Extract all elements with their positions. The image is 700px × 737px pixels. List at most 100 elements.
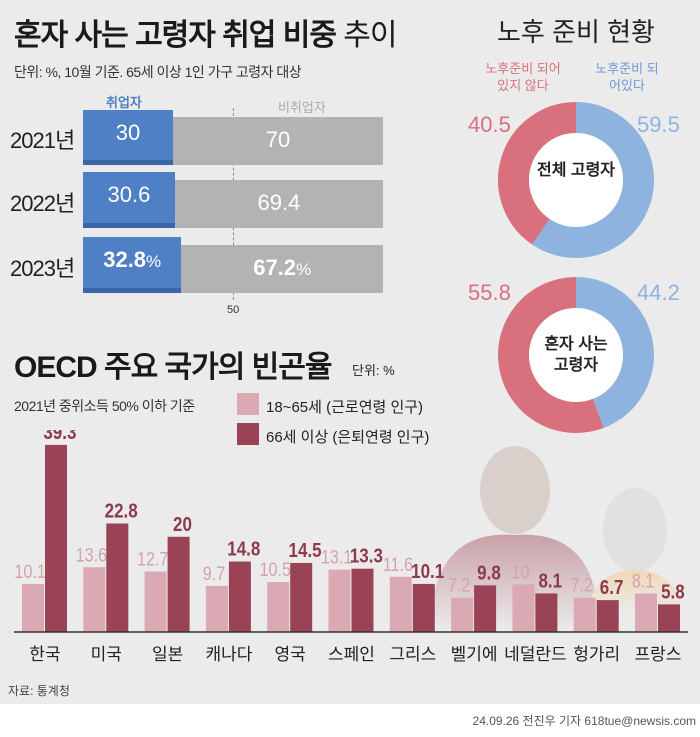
category-label: 네덜란드 xyxy=(504,645,567,664)
donut-charts xyxy=(498,102,654,433)
employment-title: 혼자 사는 고령자 취업 비중 추이 xyxy=(14,10,398,54)
category-label: 그리스 xyxy=(389,645,436,664)
bar-unemployed xyxy=(181,245,383,293)
value-label-retired: 10.1 xyxy=(411,560,444,583)
value-label-retired: 22.8 xyxy=(105,499,138,522)
bar-retired xyxy=(412,583,435,632)
title-light: 추이 xyxy=(343,19,397,52)
bar-working-age xyxy=(451,597,474,632)
legend-unemployed: 비취업자 xyxy=(278,100,326,115)
legend-swatch-retired xyxy=(237,423,259,445)
bar-working-age xyxy=(22,583,44,632)
value-label-retired: 9.8 xyxy=(477,561,501,584)
value-label-working-age: 10.1 xyxy=(14,561,45,583)
value-label-working-age: 8.1 xyxy=(632,570,654,592)
bar-employed xyxy=(83,110,173,165)
donut2-ready-label: 44.2 xyxy=(637,280,680,305)
value-label-working-age: 10.5 xyxy=(260,559,292,581)
bar-retired xyxy=(535,593,558,632)
bar-working-age xyxy=(328,569,351,632)
unemployed-value: 70 xyxy=(173,127,383,153)
bar-working-age xyxy=(267,582,290,632)
donut-slice-ready xyxy=(532,102,654,258)
bar-working-age xyxy=(205,585,228,632)
unemployed-number: 67.2 xyxy=(253,255,297,280)
value-label-retired: 20 xyxy=(173,512,192,535)
credit: 24.09.26 전진우 기자 618tue@newsis.com xyxy=(472,714,696,728)
value-label-retired: 8.1 xyxy=(538,569,562,592)
value-label-working-age: 7.2 xyxy=(571,574,593,596)
oecd-bar-chart: 10.1 39.3 한국 13.6 22.8 미국 12.720 일본 9.714.8 캐나다 10… xyxy=(14,430,688,664)
oecd-title: OECD 주요 국가의 빈곤율 xyxy=(14,351,332,384)
unemployed-number: 70 xyxy=(265,127,291,152)
fifty-marker-label: 50 xyxy=(227,304,240,316)
category-label: 벨기에 xyxy=(451,645,498,664)
employed-value: 30 xyxy=(83,120,173,146)
unemployed-value: 69.4 xyxy=(175,190,383,216)
bar-working-age xyxy=(389,576,412,632)
category-label: 한국 xyxy=(29,645,60,664)
value-label-retired: 14.5 xyxy=(289,539,322,562)
value-label-retired: 39.3 xyxy=(43,430,76,443)
donut-slice-not-ready xyxy=(498,102,577,245)
bar-working-age xyxy=(144,571,167,632)
bar-retired xyxy=(474,585,497,632)
bar-retired xyxy=(658,604,680,632)
bar-retired xyxy=(596,600,619,632)
legend-employed: 취업자 xyxy=(106,95,142,110)
source: 자료: 통계청 xyxy=(8,684,70,698)
value-label-working-age: 11.6 xyxy=(383,554,413,576)
value-label-working-age: 7.2 xyxy=(448,574,470,596)
bar-retired xyxy=(45,444,67,632)
category-label: 헝가리 xyxy=(573,645,620,664)
oecd-unit: 단위: % xyxy=(352,363,395,378)
bar-employed xyxy=(83,172,175,228)
unemployed-number: 69.4 xyxy=(257,190,301,215)
oecd-subtitle: 2021년 중위소득 50% 이하 기준 xyxy=(14,398,195,414)
percent-unit: % xyxy=(296,260,312,279)
value-label-working-age: 13.1 xyxy=(321,546,352,568)
donut1-center-label: 전체 고령자 xyxy=(536,162,616,179)
title-bold: 혼자 사는 고령자 취업 비중 xyxy=(14,19,337,52)
legend-working-age: 18~65세 (근로연령 인구) xyxy=(266,399,424,416)
bar-retired xyxy=(290,562,313,632)
bar-retired xyxy=(167,536,190,632)
value-label-retired: 13.3 xyxy=(350,544,383,567)
employed-number: 30.6 xyxy=(107,182,151,207)
value-label-retired: 5.8 xyxy=(661,580,685,603)
donut2-not-ready-label: 55.8 xyxy=(468,280,511,305)
bar-unemployed xyxy=(173,117,383,165)
percent-unit: % xyxy=(146,252,162,271)
donut-hole xyxy=(529,133,623,227)
value-label-retired: 14.8 xyxy=(227,537,260,560)
employed-number: 32.8 xyxy=(103,247,147,272)
bar-working-age xyxy=(573,597,596,632)
row-year-label: 2022년 xyxy=(10,191,75,216)
legend-not-ready: 노후준비 되어있지 않다 xyxy=(485,61,561,93)
value-label-working-age: 9.7 xyxy=(203,563,225,585)
category-label: 영국 xyxy=(275,645,306,664)
donut1-ready-label: 59.5 xyxy=(637,112,680,137)
bar-working-age xyxy=(512,584,535,632)
legend-swatch-working-age xyxy=(237,393,259,415)
readiness-title: 노후 준비 현황 xyxy=(497,17,655,47)
row-year-label: 2023년 xyxy=(10,256,75,281)
bar-retired xyxy=(351,568,374,632)
employed-value: 30.6 xyxy=(83,182,175,208)
donut-hole xyxy=(529,308,623,402)
bar-unemployed xyxy=(174,180,383,228)
unemployed-value: 67.2% xyxy=(181,255,383,281)
row-year-label: 2021년 xyxy=(10,128,75,153)
bar-working-age xyxy=(635,593,657,632)
legend-retired: 66세 이상 (은퇴연령 인구) xyxy=(266,429,430,446)
category-label: 캐나다 xyxy=(205,645,252,664)
legend-ready: 노후준비 되어있다 xyxy=(595,61,659,93)
bar-working-age xyxy=(83,567,106,632)
category-label: 프랑스 xyxy=(635,645,682,664)
value-label-working-age: 12.7 xyxy=(137,548,168,570)
category-label: 미국 xyxy=(91,645,122,664)
donut1-not-ready-label: 40.5 xyxy=(468,112,511,137)
category-label: 스페인 xyxy=(328,645,375,664)
donut2-center-label: 혼자 사는 고령자 xyxy=(544,336,608,374)
donut-slice-not-ready xyxy=(498,277,604,433)
